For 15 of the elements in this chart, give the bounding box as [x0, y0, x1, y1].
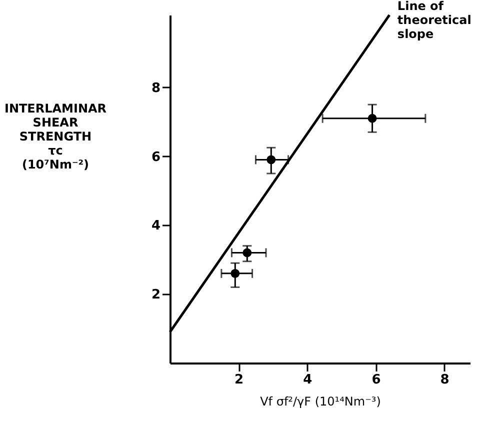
x-tick-label: 2 — [234, 372, 244, 388]
x-tick-label: 8 — [440, 372, 450, 388]
point — [230, 268, 240, 278]
x-tick-label: 6 — [372, 372, 381, 388]
y-tick-label: 8 — [151, 80, 160, 96]
x-tick-label: 4 — [303, 372, 312, 388]
point — [242, 248, 252, 258]
annotation: Line of theoretical slope — [397, 0, 472, 41]
y-tick-label: 4 — [151, 218, 160, 234]
point — [368, 114, 377, 123]
point — [266, 155, 276, 164]
y-tick-label: 6 — [151, 150, 160, 165]
y-tick-label: 2 — [151, 288, 160, 303]
y-axis-title: INTERLAMINAR SHEAR STRENGTH τc (10⁷Nm⁻²) — [4, 102, 107, 172]
x-axis-title: Vf σf²/γF (10¹⁴Nm⁻³) — [260, 394, 381, 408]
